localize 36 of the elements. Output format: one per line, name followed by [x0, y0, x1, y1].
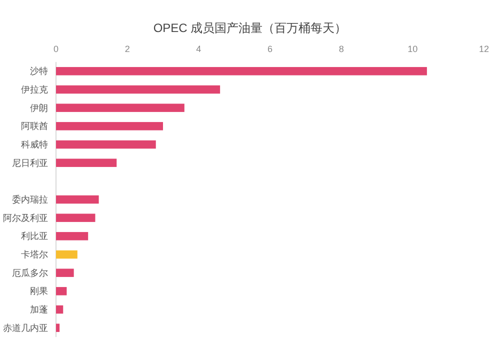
bar [56, 214, 96, 222]
y-tick-label: 厄瓜多尔 [12, 268, 48, 278]
y-tick-label: 沙特 [30, 66, 48, 76]
y-tick-label: 阿尔及利亚 [3, 212, 48, 223]
y-tick-label: 卡塔尔 [21, 250, 48, 260]
bar [56, 104, 184, 112]
bar [56, 268, 74, 277]
x-tick-label: 6 [267, 44, 273, 54]
bar [56, 305, 64, 314]
x-tick-label: 2 [124, 44, 130, 54]
y-tick-label: 科威特 [21, 140, 48, 150]
bar [56, 250, 78, 259]
x-tick-label: 4 [196, 44, 202, 54]
bar [56, 85, 220, 94]
bar [56, 122, 163, 130]
x-tick-label: 0 [53, 44, 59, 54]
bar [56, 140, 156, 149]
y-tick-label: 利比亚 [21, 231, 48, 242]
bar [56, 195, 99, 204]
bar [56, 158, 117, 167]
y-tick-label: 委内瑞拉 [12, 194, 48, 204]
x-tick-label: 10 [408, 44, 418, 54]
chart-title: OPEC 成员国产油量（百万桶每天） [153, 21, 347, 35]
x-tick-label: 12 [478, 44, 490, 54]
y-tick-label: 尼日利亚 [12, 158, 48, 168]
y-tick-label: 伊朗 [30, 102, 48, 113]
bar [56, 324, 60, 332]
bar [56, 232, 88, 240]
y-tick-label: 伊拉克 [21, 84, 48, 94]
x-tick-label: 8 [338, 44, 344, 54]
y-tick-label: 赤道几内亚 [3, 322, 48, 333]
y-tick-label: 阿联酋 [21, 121, 48, 132]
bar [56, 67, 427, 76]
y-tick-label: 刚果 [30, 286, 48, 296]
y-tick-label: 加蓬 [30, 304, 48, 314]
bar [56, 287, 67, 296]
